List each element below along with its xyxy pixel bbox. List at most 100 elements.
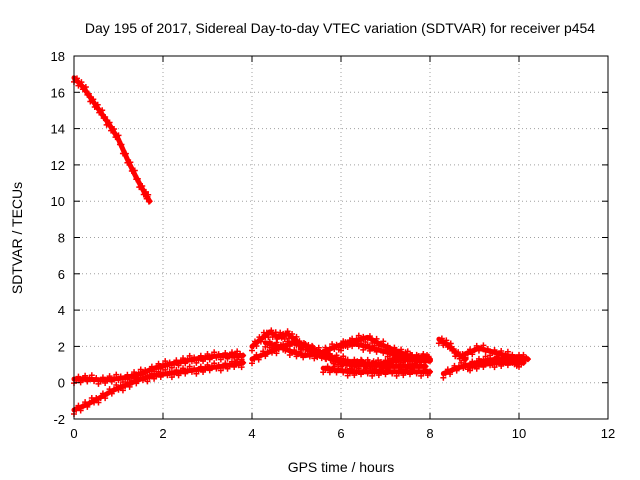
data-point <box>358 337 365 344</box>
data-point <box>97 377 104 384</box>
data-point <box>502 356 509 363</box>
data-point <box>106 119 113 126</box>
data-point <box>191 365 198 372</box>
data-point <box>278 334 285 341</box>
data-point <box>391 367 398 374</box>
data-point <box>177 368 184 375</box>
data-point <box>215 362 222 369</box>
x-tick-label: 10 <box>512 426 526 441</box>
satellite-track-7 <box>320 363 433 379</box>
data-point <box>283 332 290 339</box>
data-point <box>362 364 369 371</box>
data-point <box>369 372 376 379</box>
data-point <box>402 368 409 375</box>
data-point <box>471 360 478 367</box>
y-tick-label: -2 <box>53 412 65 427</box>
data-point <box>364 356 371 363</box>
satellite-track-12 <box>467 355 527 374</box>
data-point <box>148 363 155 370</box>
data-point <box>139 377 146 384</box>
data-point <box>151 375 158 382</box>
y-tick-label: 0 <box>58 376 65 391</box>
data-point <box>206 356 213 363</box>
data-point <box>137 371 144 378</box>
data-point <box>520 359 527 366</box>
data-point <box>102 395 109 402</box>
data-point <box>351 356 358 363</box>
data-point <box>484 356 491 363</box>
data-point <box>389 370 396 377</box>
data-point <box>122 375 129 382</box>
data-point <box>275 333 282 340</box>
data-point <box>146 374 153 381</box>
data-point <box>173 366 180 373</box>
data-point <box>280 330 287 337</box>
data-point <box>358 356 365 363</box>
data-point <box>175 372 182 379</box>
data-point <box>126 383 133 390</box>
data-point <box>427 368 433 375</box>
data-point <box>93 375 100 382</box>
x-axis-label: GPS time / hours <box>288 459 395 475</box>
data-point <box>175 362 182 369</box>
grid-lines <box>74 56 608 419</box>
data-point <box>306 353 313 360</box>
data-point <box>206 367 213 374</box>
data-point <box>455 349 462 356</box>
y-tick-label: 2 <box>58 339 65 354</box>
data-point <box>82 372 89 379</box>
data-point <box>478 358 485 365</box>
data-point <box>507 358 514 365</box>
data-point <box>349 366 356 373</box>
data-point <box>208 363 215 370</box>
data-point <box>75 373 82 380</box>
x-tick-label: 8 <box>426 426 433 441</box>
data-point <box>344 356 351 363</box>
data-point <box>127 159 134 166</box>
data-point <box>284 328 291 335</box>
data-point <box>302 340 309 347</box>
data-point <box>462 361 469 368</box>
data-point <box>228 349 235 356</box>
data-point <box>224 365 231 372</box>
data-point <box>324 349 331 356</box>
data-point <box>422 366 429 373</box>
data-series <box>71 75 531 418</box>
y-tick-label: 10 <box>51 194 65 209</box>
data-point <box>309 349 316 356</box>
data-point <box>195 367 202 374</box>
data-point <box>228 358 235 365</box>
data-point <box>231 364 238 370</box>
data-point <box>106 373 113 380</box>
data-point <box>249 347 255 354</box>
data-point <box>338 363 344 370</box>
data-point <box>164 372 171 379</box>
data-point <box>188 358 195 365</box>
data-point <box>482 360 489 367</box>
data-point <box>304 348 311 355</box>
data-point <box>333 352 340 359</box>
data-point <box>195 356 202 363</box>
data-point <box>148 370 155 377</box>
data-point <box>186 352 193 359</box>
data-point <box>393 361 400 368</box>
x-tick-label: 6 <box>337 426 344 441</box>
data-point <box>382 371 389 378</box>
data-point <box>160 370 166 377</box>
data-point <box>131 369 138 376</box>
data-point <box>473 365 480 372</box>
axis-ticks: 0 2 4 6 8 10 12 -2 0 2 4 6 8 10 12 14 16 18 <box>51 49 616 441</box>
data-point <box>409 352 416 359</box>
data-point <box>155 360 162 367</box>
data-point <box>119 387 126 394</box>
data-point <box>191 354 198 361</box>
data-point <box>111 375 118 382</box>
satellite-track-9 <box>435 335 469 364</box>
data-point <box>95 380 102 387</box>
data-point <box>91 378 98 385</box>
data-point <box>504 362 511 369</box>
data-point <box>309 342 316 349</box>
data-point <box>95 399 102 406</box>
data-point <box>406 371 413 378</box>
data-point <box>257 338 264 345</box>
